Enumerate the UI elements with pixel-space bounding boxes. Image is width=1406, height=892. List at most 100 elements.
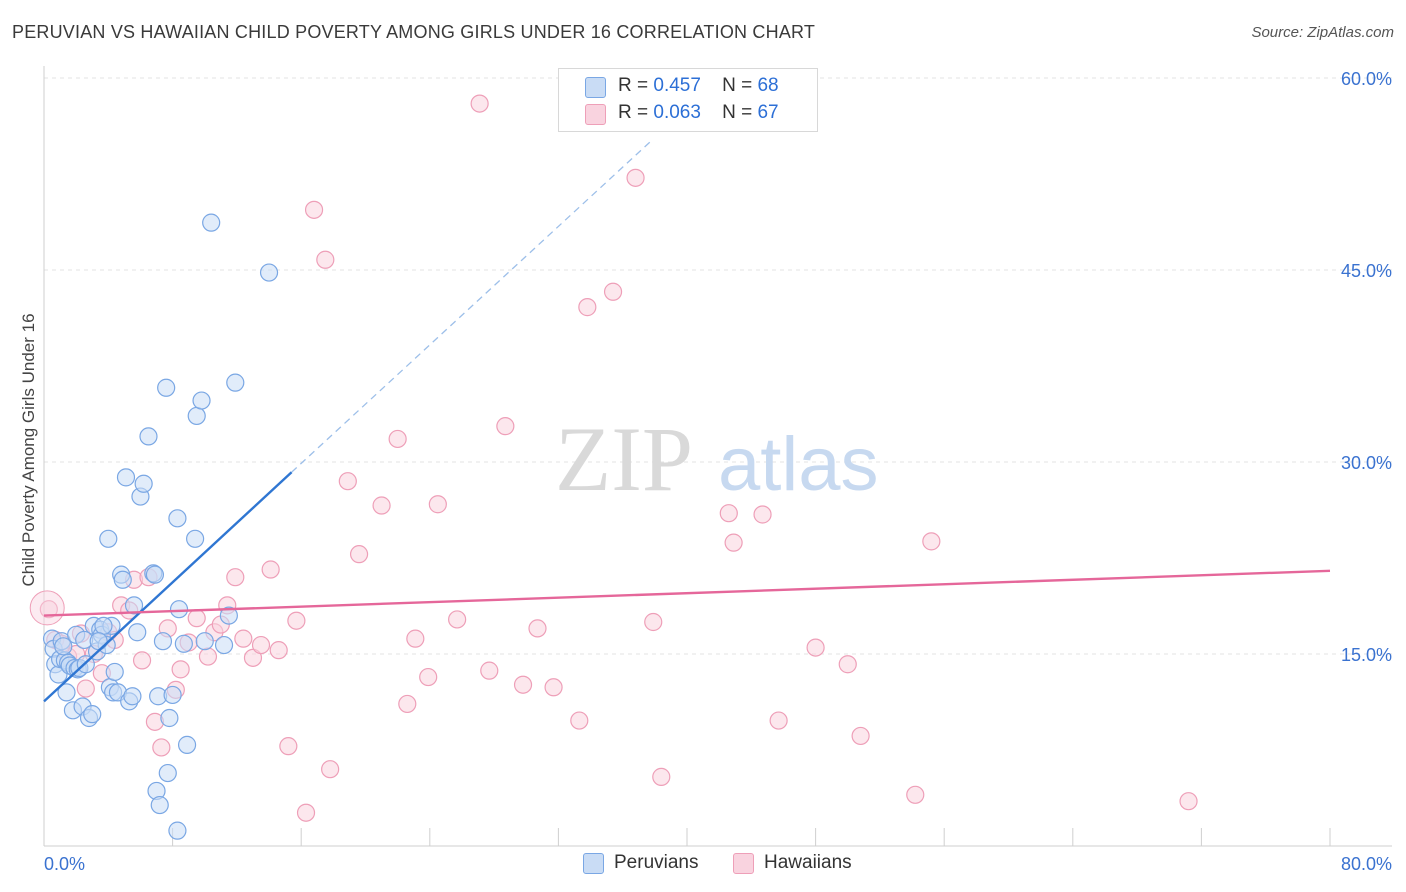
hawaiians-point xyxy=(198,647,218,666)
trendlines-layer xyxy=(43,141,1331,703)
peruvians-point xyxy=(128,623,147,642)
peruvians-point xyxy=(226,373,245,392)
legend-label-peruvians: Peruvians xyxy=(614,852,699,873)
y-tick-label: 45.0% xyxy=(1341,261,1392,281)
hawaiians-point xyxy=(528,619,547,638)
hawaiians-point xyxy=(372,496,391,515)
y-tick-label: 60.0% xyxy=(1341,69,1392,89)
legend-swatch-hawaiians xyxy=(733,853,754,874)
r-value-hawaiians: 0.063 xyxy=(653,102,701,123)
hawaiians-point xyxy=(76,679,95,698)
peruvians-point xyxy=(192,391,211,410)
hawaiians-point xyxy=(496,417,515,436)
hawaiians-point xyxy=(603,282,623,301)
hawaiians-point xyxy=(838,655,857,674)
hawaiians-point xyxy=(132,651,152,670)
peruvians-point xyxy=(177,735,197,754)
hawaiians-point xyxy=(753,505,772,524)
hawaiians-point xyxy=(388,429,407,449)
peruvians-points xyxy=(42,213,279,840)
axes-layer xyxy=(43,66,1392,847)
hawaiians-point xyxy=(296,803,316,822)
hawaiians-point xyxy=(480,661,499,680)
hawaiians-point xyxy=(626,168,645,187)
watermark-atlas: atlas xyxy=(718,422,879,507)
watermark: ZIP atlas xyxy=(555,408,879,510)
hawaiians-point xyxy=(39,600,58,619)
peruvians-point xyxy=(105,662,124,682)
stats-legend: R = 0.457 N = 68 R = 0.063 N = 67 xyxy=(558,68,818,132)
hawaiians-point xyxy=(448,610,467,629)
hawaiians-point xyxy=(316,250,335,269)
legend-swatch-peruvians xyxy=(583,853,604,874)
peruvians-point xyxy=(168,509,187,528)
hawaiians-point xyxy=(304,200,324,219)
y-axis-label-box: Child Poverty Among Girls Under 16 xyxy=(14,60,44,840)
hawaiians-point xyxy=(321,760,340,779)
source-label: Source: ZipAtlas.com xyxy=(1251,24,1394,41)
hawaiians-point xyxy=(419,667,438,687)
hawaiians-point xyxy=(234,629,253,648)
legend-swatch-pink xyxy=(585,104,606,125)
hawaiians-point xyxy=(226,568,245,587)
hawaiians-point xyxy=(806,638,825,657)
peruvians-point xyxy=(99,529,118,548)
peruvians-point xyxy=(169,600,189,619)
n-value-hawaiians: 67 xyxy=(757,102,779,123)
watermark-zip: ZIP xyxy=(555,408,693,510)
peruvians-point xyxy=(187,406,206,426)
hawaiians-point xyxy=(251,635,271,655)
peruvians-point xyxy=(174,634,193,653)
hawaiians-point xyxy=(261,560,280,579)
r-value-peruvians: 0.457 xyxy=(653,75,701,96)
hawaiians-point xyxy=(769,711,788,730)
peruvians-point xyxy=(113,570,132,589)
hawaiians-point xyxy=(644,612,663,632)
legend-swatch-blue xyxy=(585,77,606,98)
hawaiians-point xyxy=(279,737,298,756)
y-axis-label: Child Poverty Among Girls Under 16 xyxy=(19,313,38,587)
peruvians-point xyxy=(150,795,169,815)
hawaiians-point xyxy=(243,648,263,667)
hawaiians-point xyxy=(269,641,288,660)
peruvians-point xyxy=(89,632,108,651)
peruvians-point xyxy=(195,632,214,651)
peruvians-point xyxy=(124,596,144,615)
hawaiians-point xyxy=(719,504,738,523)
peruvians-point xyxy=(158,763,177,783)
peruvians-point xyxy=(116,468,136,487)
hawaiians-point xyxy=(338,472,357,491)
hawaiians-point xyxy=(570,711,589,730)
y-tick-label: 30.0% xyxy=(1341,453,1392,473)
hawaiians-point xyxy=(544,678,563,697)
peruvians-trendline xyxy=(43,471,293,703)
legend-stats-hawaiians: R = 0.063 N = 67 xyxy=(618,102,779,123)
legend-label-hawaiians: Hawaiians xyxy=(764,852,852,873)
peruvians-point xyxy=(160,708,179,728)
hawaiians-point xyxy=(906,785,925,804)
peruvians-point xyxy=(54,637,73,656)
hawaiians-point xyxy=(152,738,171,757)
hawaiians-point xyxy=(922,532,941,551)
peruvians-point xyxy=(145,565,165,584)
hawaiians-point xyxy=(187,609,206,628)
peruvians-point xyxy=(202,213,221,232)
x-tick-label-max: 80.0% xyxy=(1341,854,1392,874)
legend-stats-peruvians: R = 0.457 N = 68 xyxy=(618,75,779,96)
hawaiians-point xyxy=(851,726,870,746)
peruvians-point xyxy=(139,427,158,446)
peruvians-point xyxy=(157,378,176,397)
hawaiians-point xyxy=(724,533,743,552)
peruvians-point xyxy=(57,683,76,702)
peruvians-point xyxy=(219,606,238,625)
peruvians-trend-extension xyxy=(291,141,651,473)
peruvians-point xyxy=(134,474,153,493)
hawaiians-point xyxy=(171,660,190,679)
peruvians-point xyxy=(186,529,205,548)
hawaiians-point xyxy=(470,94,489,113)
peruvians-point xyxy=(163,685,182,705)
hawaiians-point xyxy=(652,767,671,786)
y-tick-label: 15.0% xyxy=(1341,645,1392,665)
hawaiians-trendline xyxy=(43,569,1331,617)
